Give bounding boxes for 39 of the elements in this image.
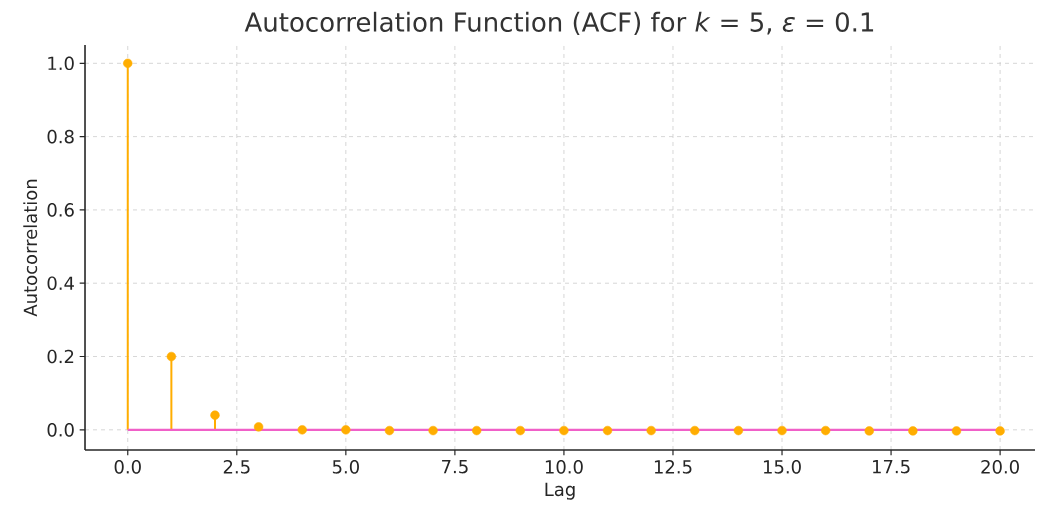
point (908, 426, 918, 436)
x-tick-label: 0.0 (114, 460, 141, 474)
point (472, 425, 482, 436)
point (690, 425, 700, 436)
point (733, 425, 744, 436)
y-tick-label: 0.4 (47, 276, 74, 291)
y-tick-label: 0.2 (47, 349, 74, 364)
point (646, 425, 656, 436)
point (515, 425, 525, 436)
x-tick-label: 15.0 (763, 460, 801, 474)
chart-title: Autocorrelation Function (ACF) for k = 5, ε = 0.1 (244, 11, 874, 35)
y-axis-title: Autocorrelation (23, 179, 38, 317)
point (123, 58, 133, 68)
point (210, 410, 220, 420)
x-tick-label: 12.5 (654, 460, 692, 474)
point (166, 351, 177, 362)
y-tick-label: 0.0 (47, 423, 74, 437)
point (297, 425, 307, 435)
point (253, 422, 264, 432)
y-tick-label: 0.8 (47, 129, 74, 144)
x-tick-label: 5.0 (332, 460, 359, 474)
point (864, 426, 874, 436)
point (384, 425, 395, 436)
point (820, 425, 831, 436)
x-tick-label: 2.5 (223, 460, 250, 474)
point (951, 426, 962, 436)
x-tick-label: 17.5 (873, 460, 910, 474)
point (559, 425, 569, 436)
point (777, 425, 787, 436)
x-tick-label: 7.5 (442, 460, 468, 474)
y-tick-label: 1.0 (48, 56, 74, 71)
x-axis-title: Lag (545, 482, 575, 500)
x-tick-label: 10.0 (545, 460, 583, 474)
y-tick-label: 0.6 (47, 203, 74, 217)
x-tick-label: 20.0 (981, 460, 1019, 474)
point (602, 425, 613, 436)
point (428, 425, 438, 436)
point (341, 425, 351, 435)
point (995, 426, 1005, 436)
